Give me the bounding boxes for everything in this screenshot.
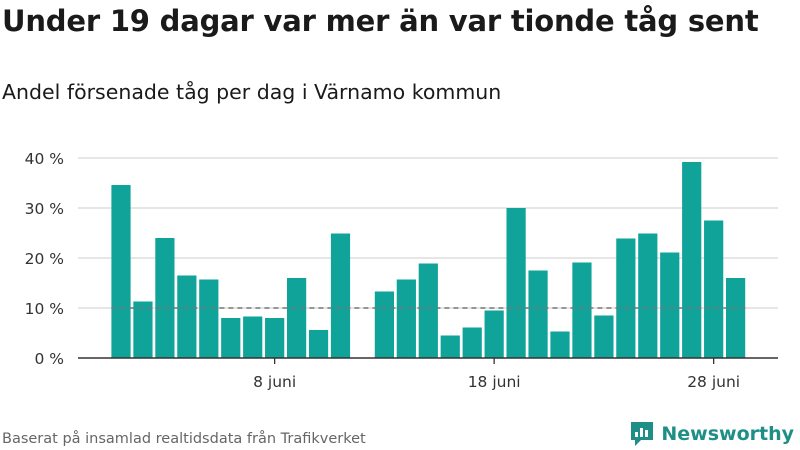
y-tick-label: 0 % — [34, 350, 64, 368]
bar — [550, 331, 570, 358]
chart-subtitle: Andel försenade tåg per dag i Värnamo ko… — [2, 80, 502, 104]
bar — [616, 238, 636, 358]
bar — [682, 162, 702, 358]
bar — [704, 220, 724, 358]
bar-chart: 0 % 10 % 20 % 30 % 40 % 8 juni 18 juni 28 juni — [25, 150, 778, 391]
bar — [594, 315, 614, 358]
bar — [177, 275, 197, 358]
bar — [528, 270, 548, 358]
bar — [396, 279, 416, 358]
y-tick-label: 40 % — [25, 150, 64, 168]
bar — [726, 278, 746, 358]
bar — [374, 291, 394, 358]
bar — [330, 233, 351, 358]
bar — [221, 318, 241, 358]
bar — [111, 185, 131, 358]
chart-title: Under 19 dagar var mer än var tionde tåg… — [2, 4, 759, 38]
y-tick-label: 10 % — [25, 300, 64, 318]
bar — [418, 263, 438, 358]
bar — [440, 335, 460, 358]
bar — [308, 330, 329, 358]
brand-logo: Newsworthy — [629, 420, 794, 448]
bar — [199, 279, 219, 358]
x-tick-label: 8 juni — [253, 373, 296, 391]
source-note: Baserat på insamlad realtidsdata från Tr… — [2, 431, 366, 447]
y-tick-label: 30 % — [25, 200, 64, 218]
bar — [155, 238, 175, 358]
y-tick-label: 20 % — [25, 250, 64, 268]
bar — [484, 310, 504, 358]
bar — [265, 318, 285, 358]
bar — [133, 301, 153, 358]
x-tick-label: 28 juni — [687, 373, 740, 391]
brand-name: Newsworthy — [661, 423, 794, 445]
bar — [572, 262, 592, 358]
bar — [638, 233, 658, 358]
bar — [243, 316, 263, 358]
x-tick-label: 18 juni — [468, 373, 521, 391]
bar — [462, 327, 482, 358]
bar — [287, 278, 307, 358]
bar — [660, 252, 680, 358]
bar — [506, 208, 526, 358]
newsworthy-logo-icon — [631, 422, 654, 446]
